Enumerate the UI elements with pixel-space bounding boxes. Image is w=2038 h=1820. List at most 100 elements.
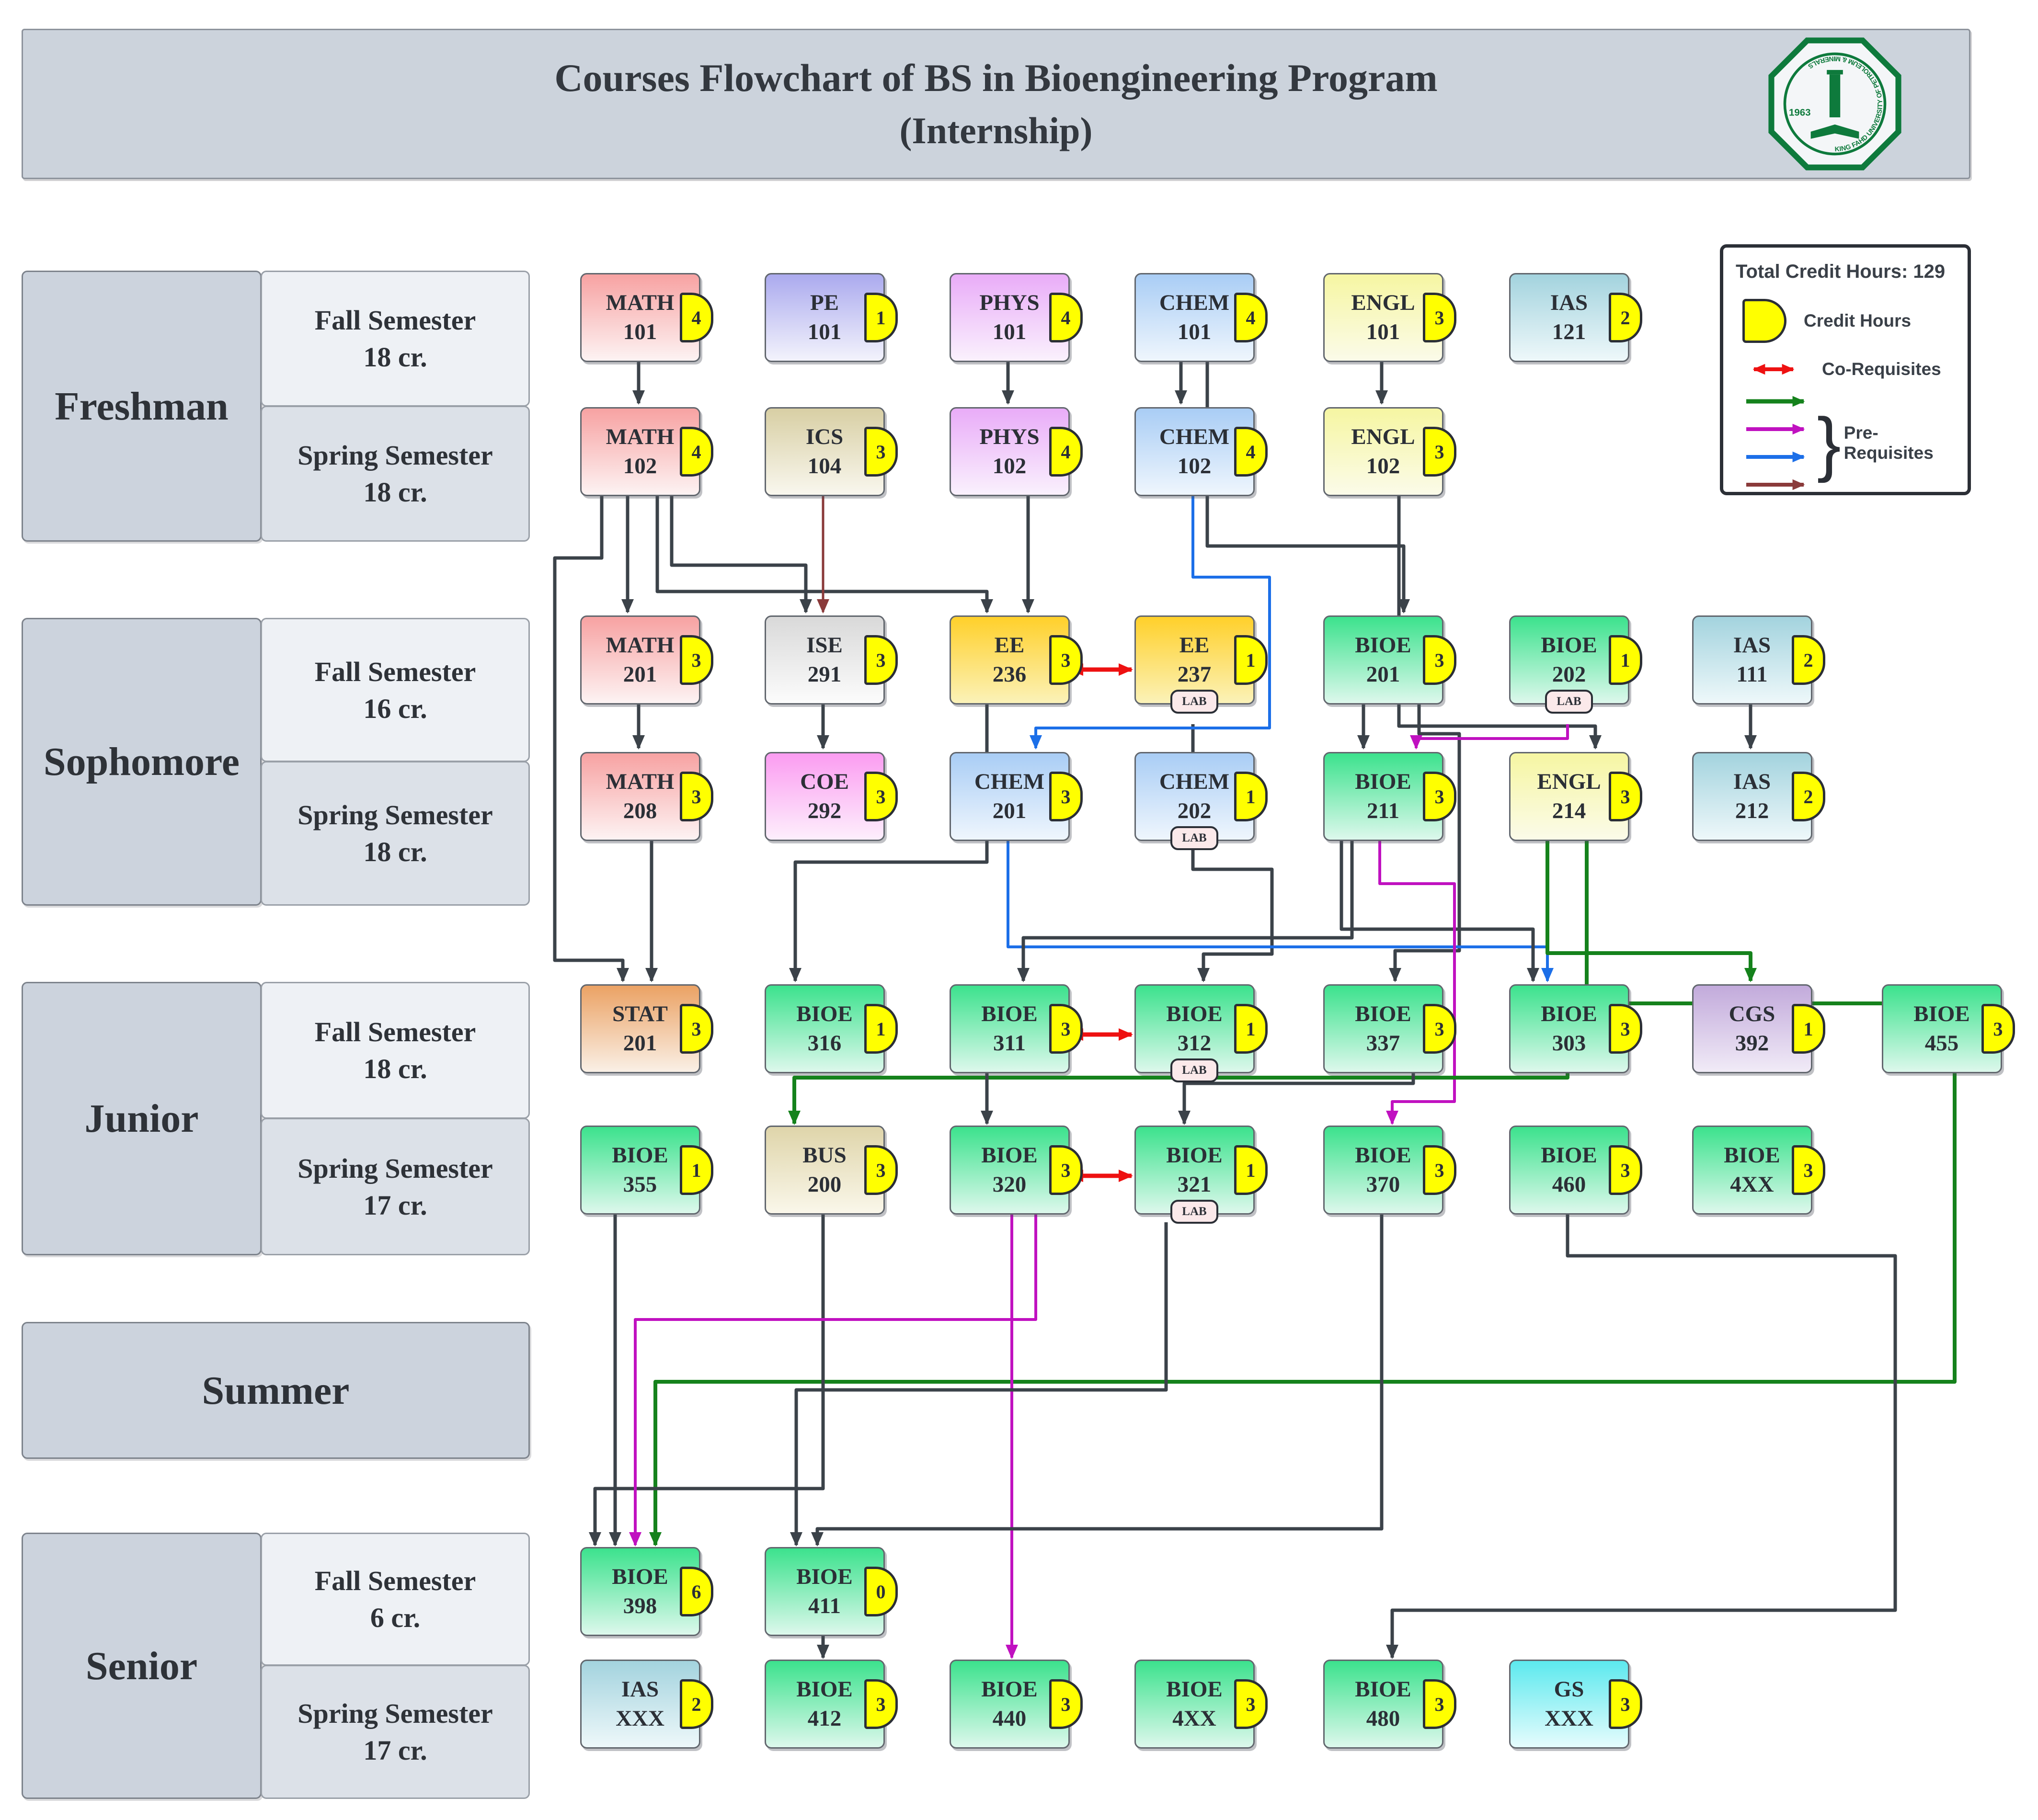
- semester-credits: 18 cr.: [363, 477, 427, 508]
- semester-title: Fall Semester: [314, 1565, 476, 1596]
- semester-title: Fall Semester: [314, 656, 476, 687]
- course-number-label: 337: [1366, 1031, 1400, 1056]
- course-box-engl-101: ENGL 101 3: [1323, 273, 1456, 362]
- course-box-ias-xxx: IAS XXX 2: [580, 1660, 713, 1749]
- credit-hours-badge: 3: [1422, 427, 1456, 477]
- course-box-ee-236: EE 236 3: [949, 615, 1083, 705]
- edge-prereq-bioe-202-bioe-211: [1410, 724, 1569, 750]
- course-number-label: 102: [1366, 454, 1400, 478]
- course-number-label: 111: [1736, 662, 1768, 687]
- course-number-label: 480: [1366, 1706, 1400, 1731]
- credit-hours-badge: 1: [1234, 1004, 1268, 1054]
- edge-prereq-bioe-211-bioe-303: [1340, 839, 1539, 982]
- edge-prereq-bioe-211-bioe-370: [1378, 839, 1456, 1125]
- credit-hours-badge: 2: [1791, 635, 1825, 685]
- credit-hours-badge: 0: [864, 1567, 898, 1616]
- semester-title: Spring Semester: [298, 1152, 493, 1184]
- course-box-bioe-316: BIOE 316 1: [764, 984, 898, 1073]
- course-number-label: 236: [992, 662, 1027, 687]
- edge-prereq-bioe-337-bioe-321: [1178, 1071, 1415, 1125]
- course-box-bioe-4xx-jr: BIOE 4XX 3: [1692, 1126, 1825, 1215]
- edge-prereq-engl-214-bioe-398: [649, 839, 1957, 1547]
- course-number-label: 411: [808, 1593, 841, 1618]
- lab-tag: LAB: [1170, 1058, 1218, 1082]
- course-number-label: 102: [992, 454, 1027, 478]
- course-box-bioe-337: BIOE 337 3: [1323, 984, 1456, 1073]
- course-box-ics-104: ICS 104 3: [764, 407, 898, 496]
- credit-hours-badge: 4: [1049, 293, 1083, 342]
- edge-prereq-bioe-211-bioe-311: [1017, 839, 1354, 982]
- logo-year: 1963: [1789, 107, 1811, 118]
- sidebar-senior-fall: Fall Semester 6 cr.: [261, 1533, 530, 1666]
- credit-hours-badge: 3: [1234, 1679, 1268, 1729]
- credit-hours-badge: 3: [864, 1679, 898, 1729]
- course-dept-label: ISE: [806, 633, 843, 658]
- course-number-label: 320: [992, 1172, 1027, 1197]
- course-dept-label: PHYS: [979, 424, 1040, 450]
- course-number-label: 398: [623, 1593, 657, 1618]
- course-number-label: 311: [993, 1031, 1026, 1056]
- course-dept-label: ENGL: [1351, 424, 1415, 450]
- sidebar-freshman-spring: Spring Semester 18 cr.: [261, 406, 530, 542]
- semester-credits: 18 cr.: [363, 341, 427, 373]
- credit-hours-badge: 6: [679, 1567, 713, 1616]
- course-number-label: 208: [623, 798, 657, 823]
- page-title: Courses Flowchart of BS in Bioengineerin…: [554, 56, 1438, 100]
- course-box-bioe-370: BIOE 370 3: [1323, 1126, 1456, 1215]
- course-number-label: 102: [623, 454, 657, 478]
- semester-title: Fall Semester: [314, 1016, 476, 1047]
- course-dept-label: BIOE: [612, 1564, 668, 1590]
- course-dept-label: BIOE: [1355, 1677, 1411, 1702]
- course-box-bioe-312: BIOE 312 1 LAB: [1134, 984, 1268, 1082]
- credit-hours-badge: 3: [864, 1145, 898, 1195]
- course-box-bioe-201: BIOE 201 3: [1323, 615, 1456, 705]
- course-number-label: 201: [623, 662, 657, 687]
- course-box-engl-102: ENGL 102 3: [1323, 407, 1456, 496]
- sidebar-sophomore-fall: Fall Semester 16 cr.: [261, 618, 530, 762]
- course-number-label: XXX: [1545, 1706, 1593, 1731]
- credit-hours-badge: 2: [1608, 293, 1642, 342]
- course-dept-label: BIOE: [1355, 1143, 1411, 1168]
- course-box-math-208: MATH 208 3: [580, 752, 713, 841]
- course-number-label: 355: [623, 1172, 657, 1197]
- edge-prereq-math-102-stat-201: [553, 494, 629, 982]
- legend-pre-requisites-label: Pre-Requisites: [1843, 423, 1934, 463]
- course-box-bioe-211: BIOE 211 3: [1323, 752, 1456, 841]
- course-dept-label: BIOE: [796, 1564, 853, 1590]
- course-number-label: 101: [623, 319, 657, 344]
- course-dept-label: BIOE: [1724, 1143, 1780, 1168]
- semester-title: Spring Semester: [298, 440, 493, 471]
- course-dept-label: BIOE: [1541, 1143, 1597, 1168]
- course-box-coe-292: COE 292 3: [764, 752, 898, 841]
- edge-prereq-bioe-460-bioe-480: [1386, 1213, 1897, 1659]
- year-label: Freshman: [55, 384, 229, 429]
- sidebar-year-sophomore: Sophomore: [22, 618, 262, 906]
- course-number-label: 412: [807, 1706, 842, 1731]
- course-box-math-101: MATH 101 4: [580, 273, 713, 362]
- course-dept-label: BIOE: [1166, 1143, 1223, 1168]
- course-dept-label: BIOE: [1355, 633, 1411, 658]
- credit-hours-badge: 3: [1422, 1145, 1456, 1195]
- course-number-label: 102: [1177, 454, 1212, 478]
- course-box-bioe-320: BIOE 320 3: [949, 1126, 1083, 1215]
- course-dept-label: BUS: [802, 1143, 847, 1168]
- course-number-label: 211: [1367, 798, 1399, 823]
- edge-prereq-bioe-320-bioe-398: [629, 1213, 1037, 1547]
- edge-prereq-engl-214-cgs-392: [1546, 839, 1757, 982]
- course-dept-label: BIOE: [1541, 1001, 1597, 1027]
- semester-title: Spring Semester: [298, 1698, 493, 1729]
- credit-hours-badge: 3: [1422, 635, 1456, 685]
- course-number-label: 201: [992, 798, 1027, 823]
- lab-tag: LAB: [1545, 690, 1593, 714]
- course-dept-label: CHEM: [974, 769, 1045, 795]
- legend-credit-hours-label: Credit Hours: [1804, 311, 1912, 330]
- edge-prereq-bus-200-bioe-398: [589, 1213, 825, 1547]
- course-number-label: 4XX: [1730, 1172, 1774, 1197]
- course-dept-label: IAS: [621, 1677, 659, 1702]
- course-number-label: 201: [1366, 662, 1400, 687]
- course-box-engl-214: ENGL 214 3: [1509, 752, 1642, 841]
- course-dept-label: BIOE: [981, 1677, 1038, 1702]
- course-box-bioe-440: BIOE 440 3: [949, 1660, 1083, 1749]
- sidebar-junior-fall: Fall Semester 18 cr.: [261, 982, 530, 1119]
